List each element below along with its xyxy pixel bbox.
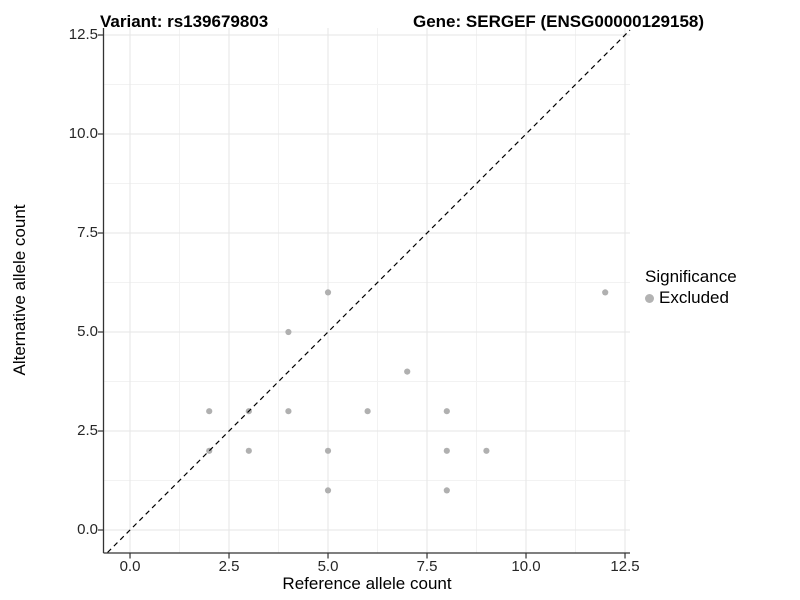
identity-line [107, 29, 631, 553]
data-point [404, 368, 411, 375]
y-tick-label: 7.5 [77, 224, 98, 241]
data-point [364, 408, 371, 415]
data-point [324, 447, 332, 454]
data-point [443, 408, 450, 415]
y-tick-label: 10.0 [68, 125, 98, 142]
legend: Significance Excluded [645, 266, 737, 307]
legend-title: Significance [645, 267, 737, 286]
legend-item-label: Excluded [659, 288, 729, 307]
x-tick-label: 0.0 [119, 558, 141, 575]
data-point [324, 289, 332, 296]
data-point [443, 487, 450, 494]
legend-item-excluded: Excluded [645, 288, 737, 307]
x-tick-label: 12.5 [610, 558, 640, 575]
data-point [285, 328, 292, 336]
y-tick-label: 0.0 [77, 521, 98, 538]
x-tick-label: 2.5 [218, 558, 240, 575]
x-axis-title: Reference allele count [282, 574, 452, 593]
data-point [443, 447, 450, 454]
data-point [602, 289, 609, 296]
data-point [206, 408, 213, 415]
x-tick-label: 7.5 [416, 558, 438, 575]
legend-key-dot-icon [645, 293, 654, 303]
plot-title-gene: Gene: SERGEF (ENSG00000129158) [413, 12, 705, 31]
data-point [483, 447, 490, 454]
y-tick-label: 2.5 [77, 422, 98, 439]
y-tick-label: 5.0 [77, 323, 98, 340]
data-point [285, 408, 292, 415]
y-axis-title: Alternative allele count [10, 204, 29, 376]
x-tick-label: 5.0 [317, 558, 339, 575]
plot-title-variant: Variant: rs139679803 [100, 12, 269, 31]
x-tick-label: 10.0 [511, 558, 541, 575]
data-point [245, 447, 252, 454]
y-tick-label: 12.5 [68, 26, 98, 43]
data-point [324, 487, 332, 494]
